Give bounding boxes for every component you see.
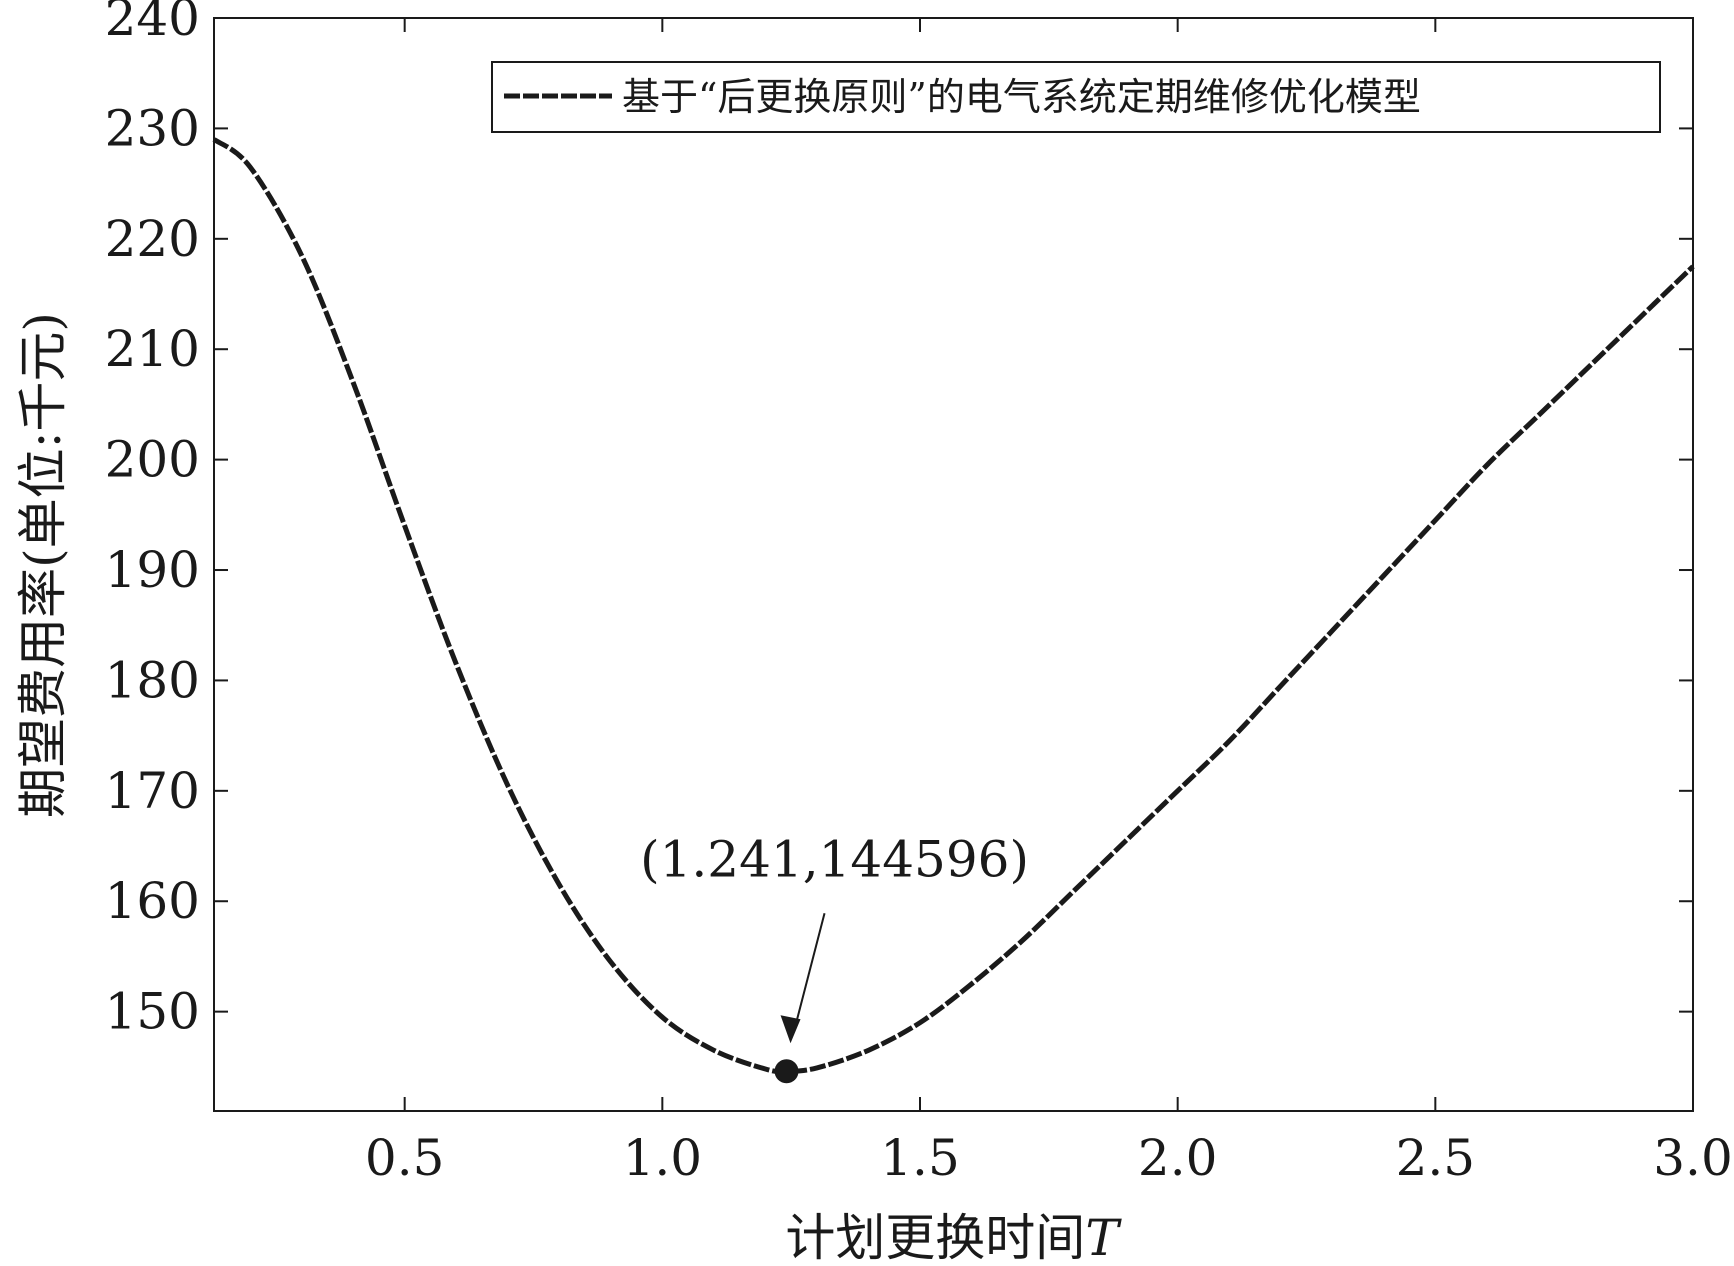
minimum-point-marker xyxy=(774,1059,799,1084)
plot-frame xyxy=(213,17,1694,1112)
series-line xyxy=(212,137,1695,1075)
y-tick-label: 230 xyxy=(105,99,200,157)
y-tick-label: 190 xyxy=(105,541,200,599)
y-axis-label: 期望费用率(单位:千元) xyxy=(14,312,72,818)
y-tick-label: 240 xyxy=(105,0,200,47)
annotation-arrow xyxy=(793,913,826,1030)
x-axis-label: 计划更换时间T xyxy=(785,1209,1122,1266)
annotation-label: (1.241,144596) xyxy=(640,830,1029,888)
x-tick-labels: 0.5 1.0 1.5 2.0 2.5 3.0 xyxy=(365,1129,1733,1187)
x-axis-label-variable: T xyxy=(1085,1209,1122,1266)
y-tick-label: 180 xyxy=(105,651,200,709)
legend: 基于“后更换原则”的电气系统定期维修优化模型 xyxy=(491,61,1661,133)
y-tick-label: 150 xyxy=(105,983,200,1041)
y-tick-label: 210 xyxy=(105,320,200,378)
y-tick-label: 160 xyxy=(105,872,200,930)
y-tick-label: 220 xyxy=(105,210,200,268)
y-tick-labels: 150 160 170 180 190 200 210 220 230 240 xyxy=(105,0,200,1041)
legend-box xyxy=(491,61,1661,133)
axis-ticks xyxy=(214,17,1694,1111)
x-tick-label: 2.0 xyxy=(1138,1129,1218,1187)
x-tick-label: 3.0 xyxy=(1653,1129,1733,1187)
x-tick-label: 0.5 xyxy=(365,1129,445,1187)
annotation-arrowhead xyxy=(780,1015,801,1044)
x-tick-label: 1.5 xyxy=(880,1129,960,1187)
y-tick-label: 170 xyxy=(105,762,200,820)
x-axis-label-text: 计划更换时间 xyxy=(785,1209,1085,1266)
x-tick-label: 1.0 xyxy=(623,1129,703,1187)
legend-label: 基于“后更换原则”的电气系统定期维修优化模型 xyxy=(622,75,1421,119)
y-tick-label: 200 xyxy=(105,431,200,489)
x-tick-label: 2.5 xyxy=(1396,1129,1476,1187)
